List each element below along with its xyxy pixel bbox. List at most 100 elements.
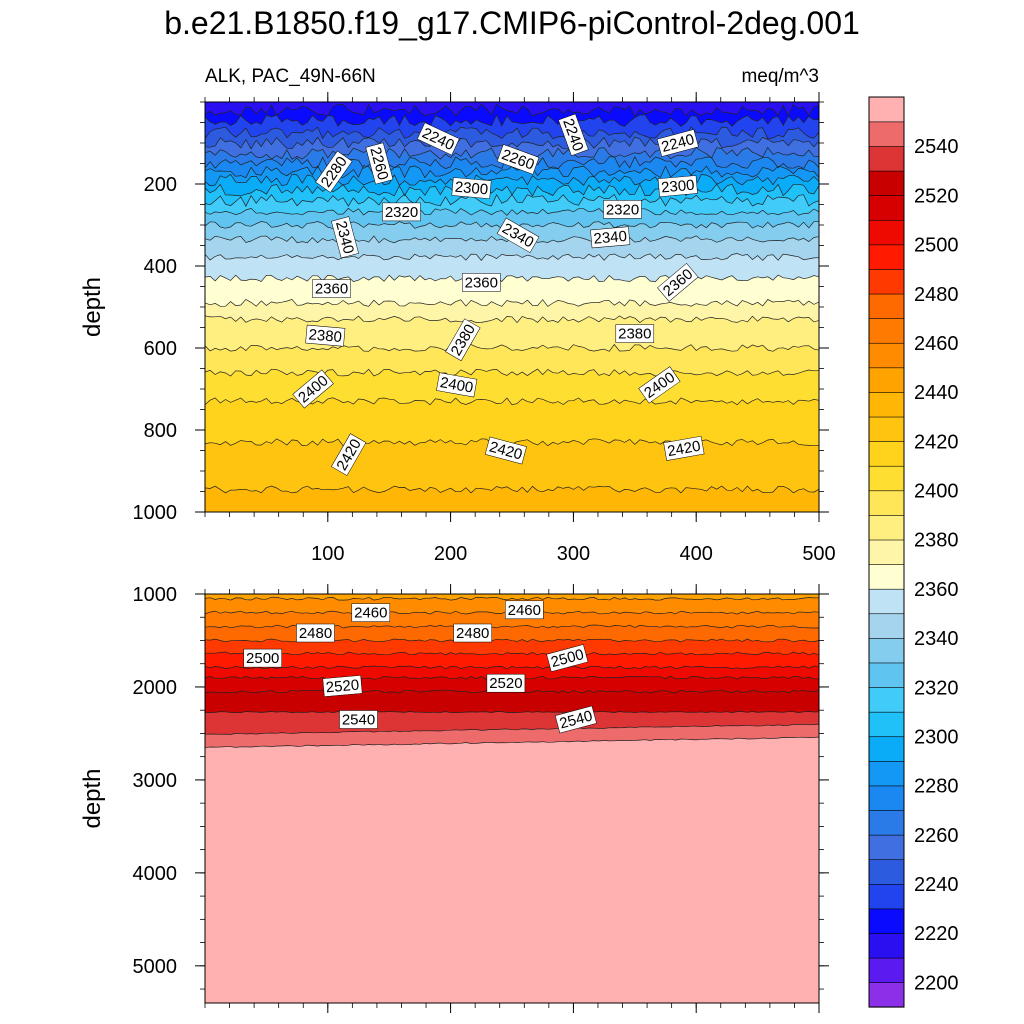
contour-line-2380 — [205, 315, 819, 324]
svg-text:2520: 2520 — [325, 677, 360, 697]
colorbar-swatch — [868, 268, 905, 295]
contour-line-2490 — [205, 651, 819, 656]
colorbar-swatch — [868, 391, 905, 418]
x-tick-label: 500 — [802, 543, 835, 565]
colorbar-tick-label: 2420 — [914, 431, 959, 453]
colorbar-tick-label: 2360 — [914, 579, 959, 601]
contour-line-2250 — [205, 136, 819, 150]
svg-text:2520: 2520 — [489, 675, 522, 692]
contour-label: 2540 — [339, 710, 378, 729]
svg-text:2480: 2480 — [299, 625, 332, 642]
contour-label: 2520 — [486, 673, 526, 693]
y-tick-label: 600 — [144, 338, 177, 360]
colorbar-swatch — [868, 539, 905, 565]
x-tick-label: 200 — [434, 543, 467, 565]
colorbar-swatch — [868, 809, 905, 836]
svg-text:2320: 2320 — [606, 201, 639, 218]
contour-label: 2460 — [505, 600, 544, 620]
contour-label: 2400 — [436, 372, 478, 398]
colorbar-tick-label: 2200 — [914, 972, 959, 994]
svg-text:2460: 2460 — [508, 602, 541, 619]
colorbar-swatch — [868, 367, 905, 393]
colorbar-swatch — [868, 244, 905, 270]
colorbar-tick-label: 2500 — [914, 235, 959, 257]
colorbar-swatch — [868, 342, 905, 369]
contour-label: 2480 — [296, 623, 335, 643]
svg-text:2540: 2540 — [342, 712, 375, 729]
colorbar-tick-label: 2240 — [914, 874, 959, 896]
svg-text:2400: 2400 — [439, 374, 475, 397]
y-tick-label: 200 — [144, 174, 177, 196]
svg-text:2460: 2460 — [354, 605, 387, 622]
y-tick-label: 3000 — [133, 770, 178, 792]
svg-text:2360: 2360 — [315, 281, 348, 298]
svg-text:2340: 2340 — [593, 228, 628, 248]
y-tick-label: 1000 — [133, 584, 178, 606]
x-tick-label: 100 — [311, 543, 344, 565]
colorbar-swatch — [868, 293, 905, 319]
contour-line-2540 — [205, 723, 819, 735]
colorbar-swatch — [868, 686, 905, 713]
colorbar-swatch — [868, 441, 905, 467]
contour-label: 2300 — [657, 175, 698, 197]
contour-label: 2380 — [305, 324, 346, 347]
colorbar-tick-label: 2220 — [914, 923, 959, 945]
colorbar-tick-label: 2260 — [914, 825, 959, 847]
svg-text:2420: 2420 — [666, 438, 702, 461]
contour-line-2320 — [205, 207, 819, 216]
colorbar-swatch — [868, 982, 905, 1008]
colorbar-swatch — [868, 932, 905, 959]
colorbar-swatch — [868, 219, 905, 246]
colorbar-tick-label: 2480 — [914, 284, 959, 306]
colorbar-swatch — [868, 883, 905, 910]
contour-label: 2320 — [382, 202, 421, 222]
contour-line-2240 — [205, 126, 819, 140]
contour-label: 2300 — [451, 177, 492, 199]
colorbar-swatch — [868, 785, 905, 811]
contour-line-2370 — [205, 298, 819, 307]
contour-line-2500 — [205, 665, 819, 670]
contour-label: 2360 — [312, 279, 351, 298]
colorbar-tick-label: 2340 — [914, 628, 959, 650]
svg-text:2320: 2320 — [385, 204, 418, 221]
contour-label: 2420 — [663, 435, 705, 461]
svg-text:2360: 2360 — [465, 274, 498, 291]
y-tick-label: 5000 — [133, 956, 178, 978]
svg-text:2480: 2480 — [456, 625, 489, 642]
colorbar-swatch — [868, 416, 905, 442]
y-tick-label: 1000 — [133, 502, 178, 524]
contour-line-2390 — [205, 343, 819, 352]
x-tick-label: 400 — [680, 543, 713, 565]
contour-band-2550 — [205, 737, 819, 1003]
y-tick-label: 800 — [144, 420, 177, 442]
svg-text:2300: 2300 — [454, 179, 489, 199]
colorbar-swatch — [868, 514, 905, 541]
variable-region-label: ALK, PAC_49N-66N — [205, 66, 376, 87]
contour-label: 2380 — [615, 324, 655, 343]
colorbar-swatch — [868, 170, 905, 196]
colorbar-swatch — [868, 490, 905, 516]
colorbar-tick-label: 2400 — [914, 481, 959, 503]
contour-label: 2500 — [243, 648, 282, 668]
colorbar-tick-label: 2300 — [914, 727, 959, 749]
colorbar-swatch — [868, 563, 905, 590]
colorbar-swatch — [868, 318, 905, 344]
contour-line-2230 — [205, 113, 819, 128]
colorbar-tick-label: 2440 — [914, 382, 959, 404]
y-tick-label: 2000 — [133, 677, 178, 699]
svg-text:2380: 2380 — [618, 326, 651, 343]
y-axis-title: depth — [79, 768, 106, 828]
plot-frame — [204, 593, 820, 1004]
colorbar-swatch — [868, 588, 905, 615]
colorbar-swatch — [868, 711, 905, 738]
y-tick-label: 4000 — [133, 863, 178, 885]
colorbar-swatch — [868, 859, 905, 885]
colorbar-swatch — [868, 662, 905, 688]
x-tick-label: 300 — [557, 543, 590, 565]
colorbar-swatch — [868, 96, 905, 123]
contour-line-2360 — [205, 274, 819, 283]
contour-line-2430 — [205, 485, 819, 494]
